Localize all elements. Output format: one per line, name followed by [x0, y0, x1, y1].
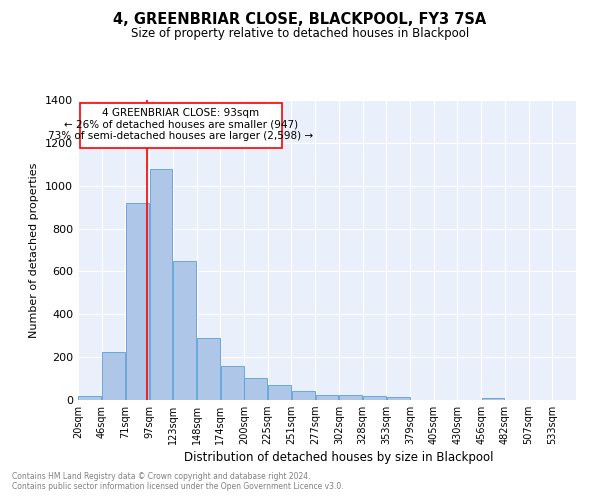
Bar	[149, 168, 172, 400]
Bar	[363, 396, 386, 400]
Text: Contains public sector information licensed under the Open Government Licence v3: Contains public sector information licen…	[12, 482, 344, 491]
Y-axis label: Number of detached properties: Number of detached properties	[29, 162, 40, 338]
Bar	[316, 394, 338, 400]
Bar	[292, 392, 314, 400]
Text: Size of property relative to detached houses in Blackpool: Size of property relative to detached ho…	[131, 28, 469, 40]
Text: 73% of semi-detached houses are larger (2,598) →: 73% of semi-detached houses are larger (…	[49, 131, 313, 141]
Bar	[268, 385, 291, 400]
FancyBboxPatch shape	[80, 103, 282, 148]
Bar	[197, 338, 220, 400]
Text: 4 GREENBRIAR CLOSE: 93sqm: 4 GREENBRIAR CLOSE: 93sqm	[103, 108, 259, 118]
Bar	[173, 260, 196, 400]
Text: Contains HM Land Registry data © Crown copyright and database right 2024.: Contains HM Land Registry data © Crown c…	[12, 472, 311, 481]
Bar	[221, 366, 244, 400]
Bar	[102, 352, 125, 400]
Text: 4, GREENBRIAR CLOSE, BLACKPOOL, FY3 7SA: 4, GREENBRIAR CLOSE, BLACKPOOL, FY3 7SA	[113, 12, 487, 28]
Bar	[244, 378, 267, 400]
Text: Distribution of detached houses by size in Blackpool: Distribution of detached houses by size …	[184, 451, 494, 464]
Bar	[387, 397, 410, 400]
Bar	[79, 396, 101, 400]
Bar	[126, 204, 149, 400]
Bar	[482, 398, 505, 400]
Bar	[340, 396, 362, 400]
Text: ← 26% of detached houses are smaller (947): ← 26% of detached houses are smaller (94…	[64, 120, 298, 130]
